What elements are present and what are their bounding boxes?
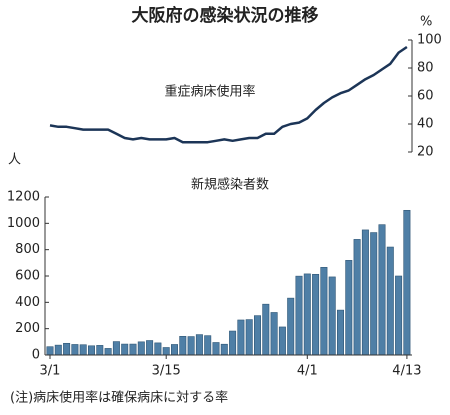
bar [212,342,220,356]
y-tick-label: 0 [32,348,40,363]
bar [287,297,295,356]
bar [137,341,145,356]
y-tick-label: 200 [15,321,40,336]
bar [312,273,320,356]
y-tick-label: 60 [417,89,434,104]
bar [270,312,278,356]
y-tick-label: 1000 [7,216,40,231]
y-tick-label: 1200 [7,190,40,205]
y-tick-label: 100 [417,33,442,48]
y-tick-label: 40 [417,117,434,132]
bar [220,343,228,356]
bar [254,315,262,356]
bar [71,344,79,356]
bar [195,334,203,356]
bar [171,344,179,356]
x-tick-label: 4/1 [297,364,318,379]
bar [328,276,336,356]
bar [303,273,311,356]
bar [378,224,386,356]
y-tick-label: 400 [15,295,40,310]
bar [295,275,303,356]
y-tick-label: 800 [15,242,40,257]
bar [79,344,87,356]
bar [245,319,253,356]
y-unit: % [420,15,432,30]
x-tick-label: 3/15 [152,364,181,379]
bar [386,246,394,356]
bar [262,303,270,356]
bar [403,209,411,356]
bar [179,336,187,356]
bar [146,340,154,356]
y-tick-label: 80 [417,61,434,76]
y-tick-label: 20 [417,145,434,160]
bar [154,342,162,356]
line [49,45,408,144]
chart-title: 大阪府の感染状況の推移 [132,5,319,26]
y-tick-label: 600 [15,269,40,284]
bar [278,326,286,356]
bar [361,229,369,356]
bar [204,335,212,356]
bar [345,260,353,356]
bar [237,319,245,356]
bar [353,239,361,356]
footnote: (注)病床使用率は確保病床に対する率 [10,390,228,406]
bar [187,336,195,356]
bar [370,232,378,356]
series-label: 重症病床使用率 [164,84,255,100]
bar [121,343,129,356]
bar [395,275,403,356]
bar [63,342,71,356]
bar [320,267,328,356]
x-tick-label: 4/13 [392,364,421,379]
bar [162,347,170,356]
bar [96,345,104,356]
bar [46,346,54,356]
bar [229,330,237,356]
x-tick-label: 3/1 [40,364,61,379]
bar [129,343,137,356]
bar [54,344,62,356]
bar [112,341,120,356]
bar [336,309,344,356]
bar [104,348,112,356]
series-label: 新規感染者数 [191,177,269,193]
y-unit: 人 [8,153,21,168]
bar [88,345,96,356]
